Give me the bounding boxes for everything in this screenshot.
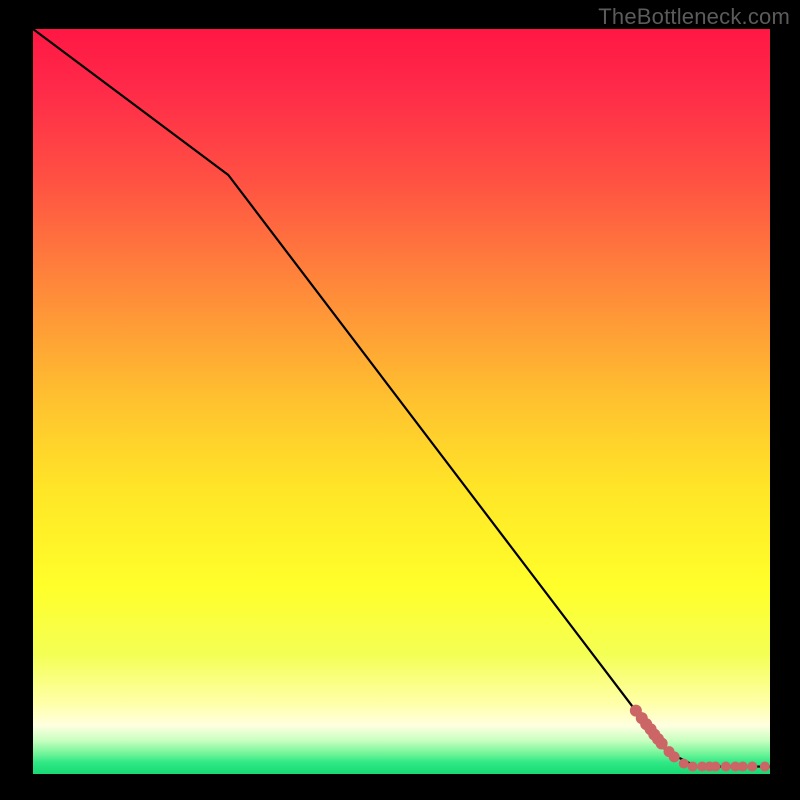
chart-stage: TheBottleneck.com [0,0,800,800]
data-point [747,762,757,772]
watermark-text: TheBottleneck.com [598,4,790,30]
data-point [760,762,770,772]
data-point [688,762,698,772]
data-point [738,762,748,772]
data-point [721,762,731,772]
chart-svg [0,0,800,800]
data-point [710,762,720,772]
data-point [679,759,689,769]
data-point [669,751,680,762]
